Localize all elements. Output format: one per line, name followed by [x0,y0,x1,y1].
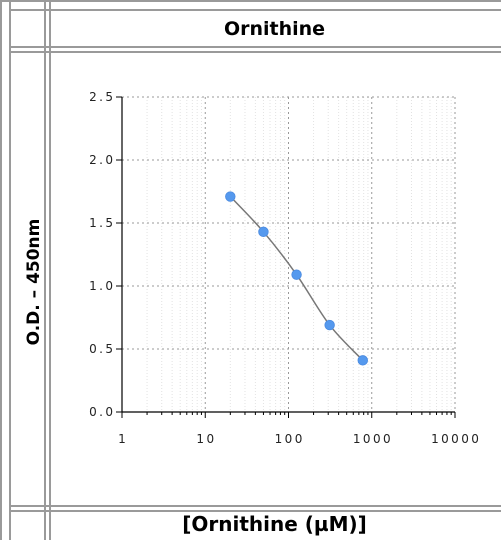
y-tick-label: 0 . 0 [89,405,113,419]
y-tick-label: 1 . 5 [89,216,113,230]
x-tick-label: 1 [118,432,126,446]
x-axis-label: [Ornithine (µM)] [182,512,367,536]
frame-header-bottom-inner [9,51,501,53]
x-tick-label: 1 0 0 0 0 [431,432,479,446]
x-tick-label: 1 0 0 [275,432,303,446]
frame-col-outer [44,0,46,540]
y-tick-label: 0 . 5 [89,342,113,356]
data-point [258,226,269,238]
frame-top-outer [0,0,501,2]
frame-left-outer [0,0,2,540]
x-tick-label: 1 0 [196,432,214,446]
data-point [324,319,335,331]
frame-header-bottom [9,46,501,48]
x-tick-label: 1 0 0 0 [353,432,391,446]
frame-top-inner [9,9,501,11]
frame-footer-top-inner [9,510,501,512]
data-point [291,269,302,280]
frame-col-inner [49,0,51,540]
y-tick-label: 1 . 0 [89,279,113,293]
y-tick-label: 2 . 5 [89,90,113,104]
data-point [357,355,368,366]
frame-footer-top [9,505,501,507]
y-tick-label: 2 . 0 [89,153,113,167]
chart-title: Ornithine [223,18,326,40]
frame-left-inner [9,0,11,540]
data-point [225,191,236,202]
